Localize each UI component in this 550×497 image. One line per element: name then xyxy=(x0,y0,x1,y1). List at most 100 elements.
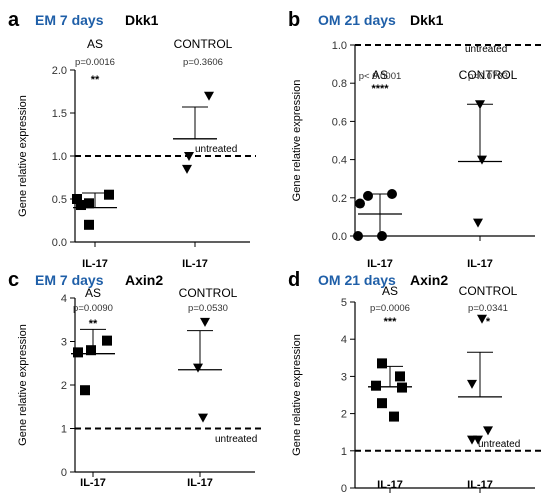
y-tick-label: 2 xyxy=(341,409,347,421)
group-name-label: CONTROL xyxy=(179,286,238,300)
group-as: IL-17 ASp< 0.0001**** xyxy=(353,68,402,270)
data-point xyxy=(182,164,192,174)
data-point xyxy=(371,380,381,391)
panel-b: b OM 21 days Dkk1 0.0 0.2 0.4 0.6 0.8 1.0 Gene re… xyxy=(288,9,541,270)
data-point xyxy=(76,200,86,211)
y-tick-label: 0.8 xyxy=(332,78,347,90)
y-axis-label: Gene relative expression xyxy=(291,80,303,202)
data-point xyxy=(473,218,483,228)
p-value-label: p=0.0341 xyxy=(468,303,508,314)
data-point xyxy=(198,413,208,423)
y-tick-label: 0.0 xyxy=(52,237,67,249)
y-tick-label: 2.0 xyxy=(52,65,67,77)
data-point xyxy=(353,231,363,241)
y-tick-label: 0.2 xyxy=(332,193,347,205)
p-value-label: p=0.3606 xyxy=(183,57,223,68)
data-point xyxy=(389,411,399,422)
group-name-label: CONTROL xyxy=(459,68,518,82)
data-point xyxy=(467,379,477,389)
group-as: IL-17 AS p=0.0016 ** xyxy=(72,37,117,270)
data-point xyxy=(355,198,365,209)
untreated-label: untreated xyxy=(465,44,507,55)
gene-label: Dkk1 xyxy=(410,12,444,28)
x-tick-label: IL-17 xyxy=(367,258,393,270)
data-point xyxy=(193,363,203,373)
group-name-label: AS xyxy=(87,37,103,51)
x-tick-label: IL-17 xyxy=(467,258,493,270)
panel-c: c EM 7 days Axin2 0 1 2 3 4 Gene relative expres… xyxy=(8,269,261,489)
y-tick-label: 0.5 xyxy=(52,194,67,206)
gene-label: Axin2 xyxy=(410,272,448,288)
x-tick-label: IL-17 xyxy=(82,258,108,270)
data-point xyxy=(473,435,483,445)
data-point xyxy=(184,152,194,161)
x-tick-label: IL-17 xyxy=(80,477,106,489)
group-control: IL-17 CONTROL p=0.3606 xyxy=(173,37,233,270)
x-tick-label: IL-17 xyxy=(377,479,403,491)
data-point xyxy=(395,371,405,382)
y-tick-label: 0.6 xyxy=(332,116,347,128)
panel-d: d OM 21 days Axin2 0 1 2 3 4 5 Gene relative expr… xyxy=(288,269,541,495)
y-axis-label: Gene relative expression xyxy=(291,334,303,456)
y-tick-label: 1.0 xyxy=(52,151,67,163)
data-point xyxy=(397,382,407,393)
panel-letter: c xyxy=(8,269,19,291)
y-tick-label: 0 xyxy=(341,483,347,495)
data-point xyxy=(377,231,387,241)
data-point xyxy=(377,398,387,409)
significance-stars: * xyxy=(486,316,491,328)
data-point xyxy=(475,100,485,110)
condition-label: EM 7 days xyxy=(35,272,104,288)
data-point xyxy=(377,358,387,369)
y-tick-label: 0 xyxy=(61,467,67,479)
condition-label: OM 21 days xyxy=(318,272,396,288)
p-value-label: p=0.0530 xyxy=(188,303,228,314)
y-tick-label: 5 xyxy=(341,297,347,309)
group-control: IL-17 CONTROL p=0.0530 xyxy=(178,286,238,489)
y-tick-label: 1 xyxy=(61,424,67,436)
significance-stars: ** xyxy=(91,74,100,86)
data-point xyxy=(200,317,210,327)
data-point xyxy=(86,345,96,356)
group-control: IL-17 CONTROL p=0.0341 * xyxy=(458,284,518,493)
data-point xyxy=(84,198,94,209)
x-tick-label: IL-17 xyxy=(182,258,208,270)
y-tick-label: 0.4 xyxy=(332,155,347,167)
y-tick-label: 0.0 xyxy=(332,231,347,243)
gene-label: Axin2 xyxy=(125,272,163,288)
p-value-label: p=0.0006 xyxy=(370,303,410,314)
data-point xyxy=(72,194,82,204)
y-tick-label: 1.0 xyxy=(332,40,347,52)
group-name-label: CONTROL xyxy=(174,37,233,51)
data-point xyxy=(477,155,487,165)
data-point xyxy=(73,347,83,358)
data-point xyxy=(204,91,214,101)
untreated-label: untreated xyxy=(215,434,257,445)
significance-stars: ** xyxy=(89,318,98,330)
y-tick-label: 3 xyxy=(341,371,347,383)
y-tick-label: 2 xyxy=(61,380,67,392)
y-axis-label: Gene relative expression xyxy=(17,324,29,446)
group-name-label: AS xyxy=(382,284,398,298)
untreated-label: untreated xyxy=(195,144,237,155)
data-point xyxy=(84,219,94,230)
y-tick-label: 3 xyxy=(61,337,67,349)
y-tick-label: 4 xyxy=(341,334,347,346)
group-as: IL-17 AS p=0.0006 *** xyxy=(368,284,412,493)
data-point xyxy=(483,426,493,436)
group-name-label: AS xyxy=(85,286,101,300)
data-point xyxy=(102,335,112,346)
y-tick-label: 1.5 xyxy=(52,108,67,120)
data-point xyxy=(363,190,373,201)
y-axis-label: Gene relative expression xyxy=(17,95,29,217)
data-point xyxy=(104,189,114,200)
significance-stars: *** xyxy=(384,316,398,328)
p-value-label: p=0.0090 xyxy=(73,303,113,314)
significance-stars: **** xyxy=(371,83,389,95)
y-tick-label: 1 xyxy=(341,446,347,458)
x-tick-label: IL-17 xyxy=(467,479,493,491)
data-point xyxy=(477,314,487,324)
condition-label: EM 7 days xyxy=(35,12,104,28)
